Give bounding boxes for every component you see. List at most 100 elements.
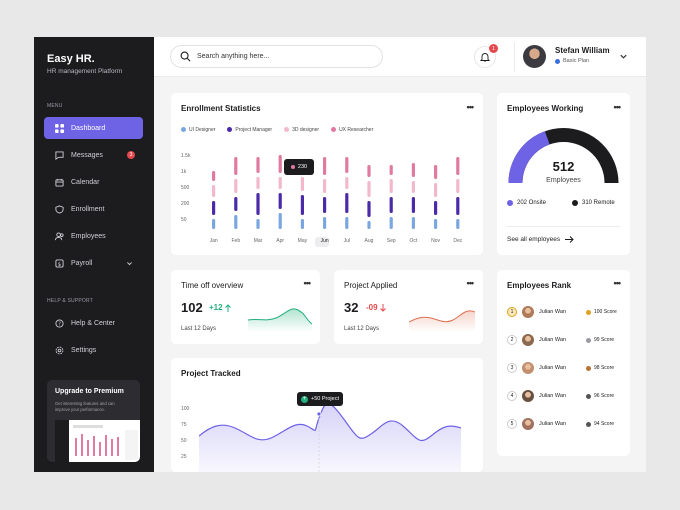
employee-name: Julian Wan [539,365,567,371]
more-options-button[interactable]: ••• [613,102,622,112]
arrow-up-icon [224,303,231,312]
onsite-dot [507,200,513,206]
project-applied-value: 32 [344,300,359,315]
legend-dot [227,127,233,133]
user-avatar[interactable] [523,45,546,68]
more-options-button[interactable]: ••• [466,102,475,112]
remote-dot [572,200,578,206]
svg-text:?: ? [58,321,61,327]
topbar-divider [514,42,515,72]
sidebar-item-employees[interactable]: Employees [44,225,143,247]
sidebar-item-settings[interactable]: Settings [44,339,143,361]
delta-value: -09 [366,303,378,312]
employee-avatar [522,418,534,430]
enrollment-bar-segment [456,157,460,175]
card-title: Project Tracked [181,369,241,378]
project-applied-sparkline [409,310,475,332]
plan-dot-icon [555,58,560,64]
legend-item: UI Designer [181,127,215,133]
score-value: 94 Score [594,421,615,427]
sidebar-item-dashboard[interactable]: Dashboard [44,117,143,139]
search-input[interactable]: Search anything here... [197,53,270,60]
employee-name: Julian Wan [539,309,567,315]
remote-label: 310 Remote [582,200,615,206]
sidebar-item-enrollment[interactable]: Enrollment [44,198,143,220]
y-tick-label: 50 [181,217,187,223]
see-all-label: See all employees [507,236,561,243]
score-dot [586,309,591,315]
sidebar-item-help[interactable]: ? Help & Center [44,312,143,334]
enrollment-bar-segment [389,197,393,213]
rank-row[interactable]: 1 Julian Wan [507,304,617,320]
legend-label: UX Researcher [339,127,374,133]
chevron-down-icon[interactable] [619,52,628,61]
legend-label: 3D designer [292,127,320,133]
help-icon: ? [55,318,64,327]
sidebar-item-payroll[interactable]: $ Payroll [44,252,143,274]
employees-gauge [508,128,619,184]
enrollment-bar-segment [367,165,371,177]
remote-stat: 310 Remote [572,200,615,206]
project-applied-delta: -09 [366,303,386,312]
enrollment-bar-segment [234,157,238,175]
plus-icon: + [301,395,308,403]
enrollment-bar-segment [345,157,349,173]
chevron-down-icon[interactable] [126,260,133,267]
legend-item: UX Researcher [331,127,373,133]
notification-button[interactable]: 1 [474,44,498,68]
time-off-card: Time off overview ••• 102 +12 Last 12 Da… [171,270,320,344]
y-tick-label: 50 [181,438,187,444]
tooltip-dot [290,165,295,169]
enrollment-bar-segment [212,219,216,229]
project-tracked-card: Project Tracked 100 75 50 25 + +50 Proje… [171,358,483,472]
upgrade-promo-card[interactable]: Upgrade to Premium Get interesting featu… [47,380,140,462]
grid-icon [55,123,64,133]
employee-score: 98 Score [586,365,614,371]
more-options-button[interactable]: ••• [613,278,622,288]
score-dot [586,393,591,399]
legend-dot [284,127,290,133]
enrollment-bar-segment [434,201,438,215]
rank-row[interactable]: 3 Julian Wan [507,360,617,376]
sidebar-item-label: Calendar [71,178,100,186]
score-dot [586,421,591,427]
rank-number: 4 [507,391,517,401]
rank-row[interactable]: 5 Julian Wan [507,416,617,432]
promo-title: Upgrade to Premium [55,388,124,395]
project-applied-card: Project Applied ••• 32 -09 Last 12 Days [334,270,483,344]
y-tick-label: 500 [181,185,190,191]
more-options-button[interactable]: ••• [466,278,475,288]
sidebar-item-messages[interactable]: Messages 3 [44,144,143,166]
rank-row[interactable]: 2 Julian Wan [507,332,617,348]
sidebar-item-calendar[interactable]: Calendar [44,171,143,193]
employee-score: 100 Score [586,309,617,315]
see-all-employees-link[interactable]: See all employees [507,236,574,243]
sidebar-item-label: Messages [71,151,103,159]
enrollment-bar-segment [323,157,327,175]
y-tick-label: 200 [181,201,190,207]
rank-number: 5 [507,419,517,429]
employee-score: 99 Score [586,337,614,343]
x-tick-label: Jul [343,238,350,244]
chart-legend: UI Designer Project Manager 3D designer … [181,127,373,133]
bell-icon [480,53,490,62]
time-off-sparkline [248,308,312,332]
enrollment-bar-segment [411,197,415,213]
legend-dot [331,127,337,133]
enrollment-bar-segment [256,157,260,173]
rank-row[interactable]: 4 Julian Wan [507,388,617,404]
search-bar[interactable]: Search anything here... [170,45,383,68]
card-title: Employees Rank [507,281,572,290]
rank-number: 1 [507,307,517,317]
menu-section-label: MENU [47,103,63,109]
employee-avatar [522,390,534,402]
svg-text:$: $ [58,261,61,267]
score-value: 98 Score [594,365,615,371]
legend-item: Project Manager [227,127,272,133]
promo-preview-image [55,420,140,462]
enrollment-bar-segment [434,165,438,179]
rank-number: 3 [507,363,517,373]
tooltip-value: +50 Project [311,396,339,402]
period-label: Last 12 Days [344,326,380,332]
more-options-button[interactable]: ••• [303,278,312,288]
